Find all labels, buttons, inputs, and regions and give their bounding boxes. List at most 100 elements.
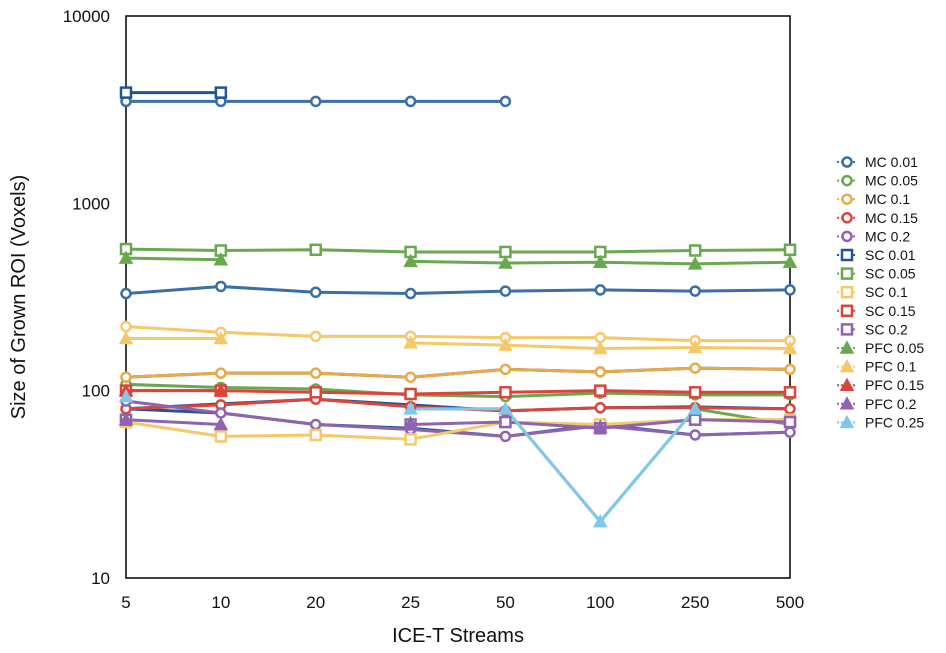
series-point-11 bbox=[782, 340, 798, 355]
legend-entry: SC 0.15 bbox=[865, 303, 916, 319]
legend-entry: MC 0.01 bbox=[865, 154, 918, 170]
series-point-8 bbox=[499, 386, 512, 399]
series-point-8 bbox=[594, 384, 607, 397]
series-point-2 bbox=[499, 363, 512, 376]
x-tick-label: 20 bbox=[306, 593, 325, 612]
series-point-6 bbox=[688, 244, 702, 257]
series-point-10 bbox=[403, 253, 418, 268]
extra-point-0 bbox=[689, 285, 701, 297]
legend-marker bbox=[839, 340, 855, 354]
y-tick-label: 10 bbox=[91, 569, 110, 588]
y-axis-ticks: 10 100 1000 10000 bbox=[63, 7, 110, 588]
series-point-3 bbox=[784, 403, 796, 415]
series-point-11 bbox=[593, 340, 608, 355]
extra-point-0 bbox=[404, 287, 417, 300]
series-point-7 bbox=[309, 428, 322, 442]
x-axis-title: ICE-T Streams bbox=[392, 625, 524, 647]
series-point-11 bbox=[213, 330, 229, 345]
legend-marker bbox=[840, 304, 854, 318]
legend-entry: SC 0.2 bbox=[865, 321, 908, 337]
series-point-4 bbox=[689, 429, 701, 441]
series-point-13 bbox=[403, 415, 418, 429]
series-point-8 bbox=[688, 386, 702, 399]
series-point-12 bbox=[213, 383, 229, 397]
series-line-8 bbox=[126, 389, 790, 396]
extra-point-0 bbox=[120, 287, 132, 300]
series-point-10 bbox=[593, 254, 608, 268]
series-point-10 bbox=[498, 255, 513, 269]
series-point-4 bbox=[499, 430, 512, 443]
series-line-4 bbox=[125, 399, 791, 438]
extra-point-1 bbox=[309, 330, 322, 343]
series-markers bbox=[118, 86, 798, 528]
series-point-0 bbox=[404, 95, 417, 108]
x-axis-ticks: 5 10 20 25 50 100 250 500 bbox=[121, 593, 804, 612]
series-point-14 bbox=[403, 401, 418, 415]
series-point-10 bbox=[213, 252, 229, 266]
series-point-11 bbox=[403, 335, 418, 349]
series-point-4 bbox=[784, 426, 796, 438]
legend-entry: PFC 0.15 bbox=[865, 377, 924, 393]
legend: MC 0.01 MC 0.05 MC 0.1 MC 0.15 MC 0.2 SC 0.01… bbox=[837, 154, 924, 430]
legend-marker bbox=[840, 248, 854, 262]
extra-point-0 bbox=[594, 284, 607, 296]
legend-marker bbox=[841, 230, 853, 243]
legend-marker bbox=[839, 359, 855, 373]
y-tick-label: 10000 bbox=[63, 7, 110, 26]
series-line-10 bbox=[125, 256, 221, 262]
legend-marker bbox=[839, 414, 855, 429]
legend-marker bbox=[841, 212, 853, 224]
series-point-9 bbox=[688, 413, 702, 426]
extra-line-1 bbox=[125, 325, 790, 343]
legend-entry: MC 0.05 bbox=[865, 173, 918, 189]
series-point-6 bbox=[309, 243, 322, 257]
series-line-14 bbox=[410, 407, 697, 524]
series-point-10 bbox=[782, 254, 798, 268]
x-tick-label: 100 bbox=[586, 593, 614, 612]
extra-point-0 bbox=[499, 285, 512, 297]
series-point-13 bbox=[593, 419, 608, 433]
legend-marker bbox=[841, 174, 853, 187]
legend-marker bbox=[840, 323, 854, 336]
series-point-2 bbox=[120, 371, 132, 383]
series-point-6 bbox=[499, 245, 512, 259]
series-point-8 bbox=[404, 387, 417, 401]
series-point-9 bbox=[783, 415, 797, 429]
series-point-14 bbox=[498, 401, 513, 415]
series-lines bbox=[125, 91, 791, 524]
legend-entry: MC 0.15 bbox=[865, 210, 918, 226]
series-point-5 bbox=[214, 86, 228, 99]
x-tick-label: 250 bbox=[681, 593, 709, 612]
series-point-10 bbox=[118, 250, 134, 264]
series-point-3 bbox=[594, 402, 607, 414]
x-tick-label: 10 bbox=[211, 593, 230, 612]
legend-entry: MC 0.1 bbox=[865, 191, 910, 207]
extra-point-0 bbox=[784, 284, 796, 296]
series-point-2 bbox=[309, 367, 322, 379]
legend-entry: PFC 0.1 bbox=[865, 359, 917, 375]
series-point-6 bbox=[783, 243, 797, 257]
series-line-1 bbox=[125, 382, 790, 399]
legend-marker bbox=[841, 193, 853, 205]
x-tick-label: 50 bbox=[496, 593, 515, 612]
series-point-11 bbox=[498, 337, 513, 351]
extra-point-1 bbox=[594, 331, 607, 344]
series-point-14 bbox=[593, 514, 608, 528]
series-point-9 bbox=[499, 415, 512, 429]
x-tick-label: 500 bbox=[776, 593, 804, 612]
legend-entry: SC 0.01 bbox=[865, 247, 916, 263]
y-axis-title: Size of Grown ROI (Voxels) bbox=[8, 175, 30, 420]
series-point-2 bbox=[215, 367, 227, 379]
legend-marker bbox=[840, 267, 854, 280]
series-point-0 bbox=[499, 95, 512, 108]
series-point-0 bbox=[309, 95, 322, 108]
series-point-2 bbox=[689, 362, 701, 374]
series-point-2 bbox=[404, 371, 417, 383]
series-point-8 bbox=[783, 386, 797, 399]
series-point-10 bbox=[687, 256, 703, 270]
series-point-14 bbox=[118, 389, 134, 403]
y-tick-label: 100 bbox=[82, 382, 110, 401]
series-point-2 bbox=[784, 363, 796, 376]
x-tick-label: 25 bbox=[401, 593, 420, 612]
legend-entry: PFC 0.05 bbox=[865, 340, 924, 356]
